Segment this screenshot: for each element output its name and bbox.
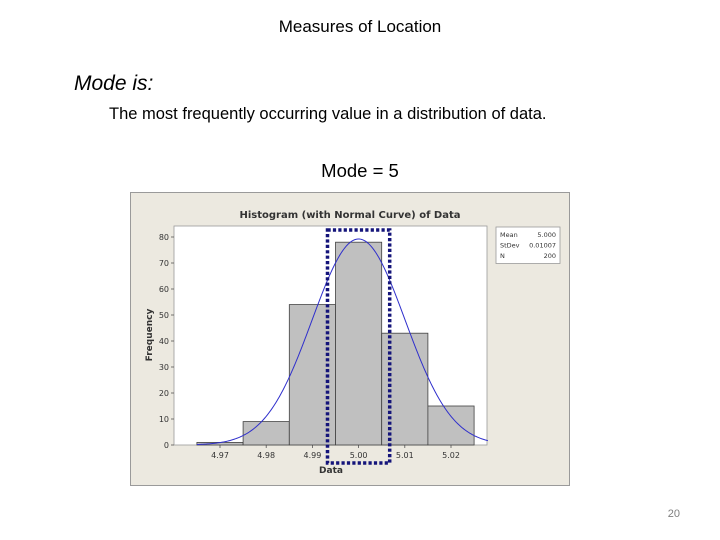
stats-legend-box: Mean 5.000 StDev 0.01007 N 200 bbox=[495, 226, 561, 264]
slide-title: Measures of Location bbox=[278, 17, 442, 36]
y-tick-label: 30 bbox=[159, 363, 169, 372]
mode-definition: The most frequently occurring value in a… bbox=[109, 105, 547, 123]
y-tick-label: 50 bbox=[159, 311, 169, 320]
stats-label: Mean bbox=[500, 231, 518, 239]
histogram-bar bbox=[427, 405, 475, 446]
x-tick-label: 5.02 bbox=[442, 451, 460, 460]
y-tick-label: 20 bbox=[159, 389, 169, 398]
stats-value: 0.01007 bbox=[529, 242, 556, 250]
page-number: 20 bbox=[667, 508, 680, 520]
y-tick-label: 70 bbox=[159, 259, 169, 268]
x-axis: 4.97 4.98 4.99 5.00 5.01 5.02 bbox=[211, 445, 460, 460]
x-axis-label: Data bbox=[319, 466, 343, 476]
y-tick-label: 80 bbox=[159, 233, 169, 242]
histogram-bars bbox=[196, 241, 475, 446]
stats-label: StDev bbox=[500, 242, 520, 250]
chart-title: Histogram (with Normal Curve) of Data bbox=[239, 210, 460, 221]
x-tick-label: 5.00 bbox=[350, 451, 368, 460]
stats-box-frame bbox=[495, 226, 561, 264]
x-tick-label: 4.97 bbox=[211, 451, 229, 460]
stats-value: 5.000 bbox=[537, 231, 556, 239]
y-axis-label: Frequency bbox=[145, 309, 155, 362]
histogram-figure: Histogram (with Normal Curve) of Data 0 1… bbox=[130, 192, 570, 486]
stats-label: N bbox=[500, 252, 505, 260]
histogram-bar bbox=[335, 241, 383, 446]
y-axis: 0 10 20 30 40 50 60 70 80 bbox=[159, 233, 174, 450]
mode-value: Mode = 5 bbox=[321, 160, 399, 181]
mode-heading: Mode is: bbox=[74, 72, 154, 95]
x-tick-label: 4.98 bbox=[257, 451, 275, 460]
y-tick-label: 0 bbox=[164, 441, 169, 450]
x-tick-label: 4.99 bbox=[303, 451, 321, 460]
y-tick-label: 60 bbox=[159, 285, 169, 294]
y-tick-label: 40 bbox=[159, 337, 169, 346]
histogram-bar bbox=[242, 421, 290, 446]
normal-curve bbox=[196, 238, 489, 446]
stats-value: 200 bbox=[544, 252, 556, 260]
x-tick-label: 5.01 bbox=[396, 451, 414, 460]
mode-highlight-box bbox=[325, 228, 392, 465]
y-tick-label: 10 bbox=[159, 415, 169, 424]
